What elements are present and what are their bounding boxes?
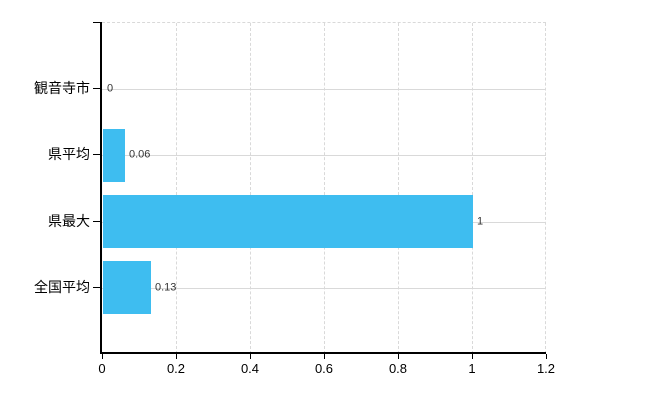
horizontal-gridline (102, 89, 546, 90)
x-axis-tick (176, 354, 177, 359)
bar (103, 195, 473, 248)
category-label: 全国平均 (34, 279, 90, 295)
x-axis-tick (102, 354, 103, 359)
y-axis-tick (93, 88, 100, 89)
horizontal-gridline (102, 155, 546, 156)
x-axis-tick-label: 1.2 (536, 361, 556, 376)
x-axis-tick (546, 354, 547, 359)
x-axis-tick-label: 0.2 (166, 361, 186, 376)
x-axis-tick-label: 1 (468, 361, 476, 376)
bar-value-label: 1 (477, 215, 484, 228)
x-axis-line (100, 352, 546, 354)
x-axis-tick-label: 0.8 (388, 361, 408, 376)
x-axis-tick (472, 354, 473, 359)
vertical-gridline (176, 23, 177, 354)
vertical-gridline (250, 23, 251, 354)
y-axis-tick (93, 221, 100, 222)
vertical-gridline (545, 23, 546, 354)
x-axis-tick-label: 0.4 (240, 361, 260, 376)
category-label: 観音寺市 (34, 80, 90, 96)
category-label: 県平均 (48, 146, 90, 162)
vertical-gridline (472, 23, 473, 354)
x-axis-tick (398, 354, 399, 359)
bar-value-label: 0 (107, 82, 114, 95)
x-axis-tick (250, 354, 251, 359)
y-axis-tick (93, 22, 100, 23)
x-axis-tick-label: 0.6 (314, 361, 334, 376)
y-axis-line (100, 22, 102, 353)
bar-value-label: 0.13 (155, 281, 177, 294)
y-axis-tick (93, 287, 100, 288)
x-axis-tick-label: 0 (98, 361, 106, 376)
y-axis-tick (93, 154, 100, 155)
vertical-gridline (398, 23, 399, 354)
horizontal-gridline (102, 288, 546, 289)
bar-value-label: 0.06 (129, 148, 151, 161)
category-label: 県最大 (48, 213, 90, 229)
bar (103, 129, 125, 182)
plot-area: 0 0.06 1 0.13 (102, 22, 546, 354)
x-axis-tick (324, 354, 325, 359)
vertical-gridline (324, 23, 325, 354)
bar (103, 261, 151, 314)
